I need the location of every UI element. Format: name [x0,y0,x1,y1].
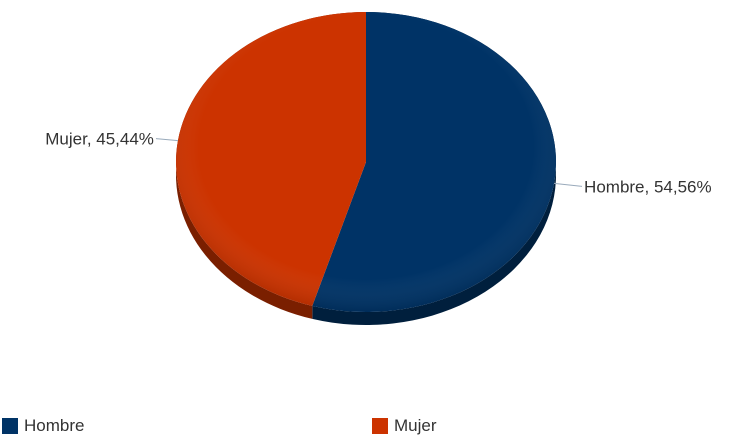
slice-label-mujer: Mujer, 45,44% [45,130,154,149]
slice-label-hombre: Hombre, 54,56% [584,177,712,196]
legend-label-hombre: Hombre [24,416,85,435]
legend-item-mujer[interactable]: Mujer [372,416,437,436]
label-connector-hombre [554,182,583,187]
pie-shading [176,12,556,312]
legend: Hombre Mujer [0,416,751,440]
legend-swatch-mujer [372,418,388,434]
legend-swatch-hombre [2,418,18,434]
label-connector-mujer [155,138,178,142]
legend-item-hombre[interactable]: Hombre [2,416,84,436]
legend-label-mujer: Mujer [394,416,437,435]
